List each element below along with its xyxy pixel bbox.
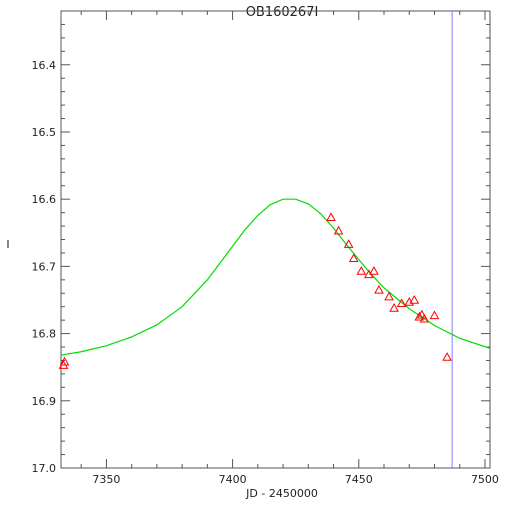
model-curve-line	[60, 198, 491, 356]
y-axis-label: I	[6, 238, 9, 251]
data-point-triangle	[333, 225, 344, 235]
x-tick-label: 7500	[471, 473, 499, 486]
data-point-triangle	[414, 311, 425, 321]
y-tick-label: 16.8	[32, 328, 57, 341]
y-tick-label: 16.7	[32, 260, 57, 273]
data-point-triangle	[384, 291, 394, 301]
data-point-triangle	[326, 212, 336, 222]
data-point-triangle	[59, 356, 70, 366]
data-point-triangle	[348, 253, 359, 263]
data-point-triangle	[396, 298, 407, 308]
data-point-triangle	[417, 309, 427, 319]
x-axis-label: JD - 2450000	[245, 487, 318, 500]
data-point-triangle	[374, 284, 384, 294]
data-point-triangle	[409, 294, 420, 304]
data-point-triangle	[369, 266, 379, 275]
data-point-triangle	[442, 352, 452, 361]
y-tick-label: 16.5	[32, 126, 57, 139]
data-point-triangle	[343, 239, 354, 248]
y-tick-label: 17.0	[32, 462, 57, 475]
plot-area: 7350 7400 7450 7500 16.4 16.5 16.6 16.7 16.8 16.9…	[32, 10, 499, 486]
data-point-triangle	[419, 313, 430, 323]
x-tick-label: 7400	[219, 473, 247, 486]
x-tick-label: 7450	[345, 473, 373, 486]
data-point-triangle	[429, 310, 440, 320]
x-tick-label: 7350	[92, 473, 120, 486]
plot-frame	[60, 10, 491, 469]
chart-title: OB160267I	[246, 5, 319, 20]
y-tick-label: 16.6	[32, 193, 57, 206]
y-tick-label: 16.9	[32, 395, 57, 408]
y-tick-label: 16.4	[32, 59, 57, 72]
data-point-triangle	[389, 303, 399, 312]
data-point-triangle	[356, 266, 367, 275]
